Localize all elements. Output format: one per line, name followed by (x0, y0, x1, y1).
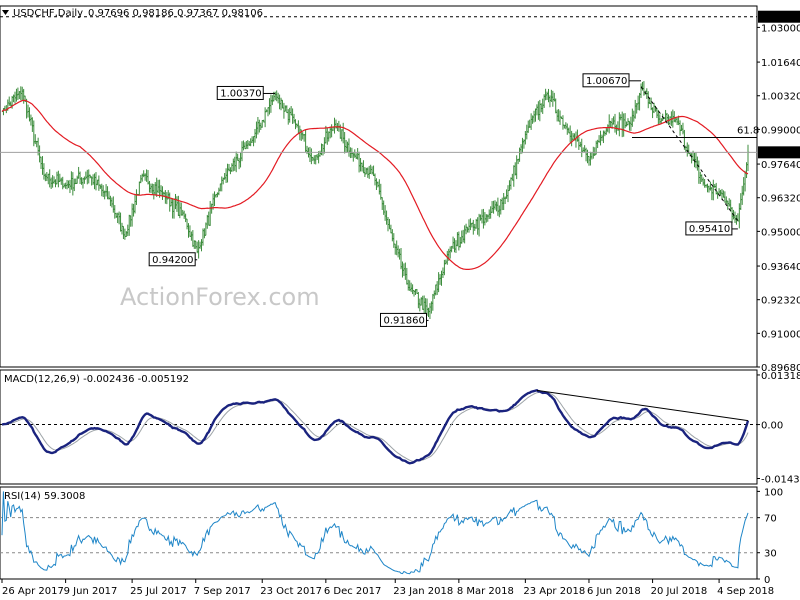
date-axis-label: 8 Mar 2018 (457, 586, 514, 597)
price-axis-label: 0.99000 (761, 125, 800, 136)
rsi-panel-frame (0, 486, 758, 580)
annotation-box (379, 312, 427, 327)
current-price-label: 0.98106 (762, 148, 800, 159)
price-axis-label: 0.96320 (761, 194, 800, 205)
fib-level-label: 61.8 (737, 126, 759, 137)
annotation-label: 0.94200 (152, 255, 193, 266)
date-axis-label: 26 Apr 2017 (2, 586, 64, 597)
rsi-axis-label: 70 (764, 514, 777, 525)
rsi-title: RSI(14) 59.3008 (4, 491, 85, 502)
rsi-axis-label: 0 (764, 575, 770, 586)
annotation-box (216, 85, 264, 100)
axis-layer: 1.03420 0.98106 1.03000 1.01640 1.00320 0.990… (1, 10, 800, 597)
rsi-layer (0, 491, 757, 575)
rsi-axis-label: 30 (764, 549, 777, 560)
price-axis-label: 1.03000 (761, 23, 800, 34)
price-axis-label: 0.92320 (761, 296, 800, 307)
date-axis-label: 23 Oct 2017 (260, 586, 322, 597)
date-axis-label: 4 Sep 2018 (717, 586, 774, 597)
macd-panel-frame (0, 369, 758, 485)
price-layer: 61.8 1.00370 0.94200 0.91860 1.00670 0.95410 (0, 16, 759, 327)
date-axis-label: 25 Jul 2017 (130, 586, 187, 597)
date-axis-label: 6 Dec 2017 (324, 586, 382, 597)
macd-axis-label: -0.014339 (761, 475, 800, 486)
price-axis-label: 0.93640 (761, 262, 800, 273)
macd-axis-label: 0.00 (761, 421, 783, 432)
macd-line (1, 389, 750, 465)
price-axis-label: 1.00320 (761, 92, 800, 103)
macd-title: MACD(12,26,9) -0.002436 -0.005192 (4, 374, 189, 385)
ohlc-values: 0.97696 0.98186 0.97367 0.98106 (88, 8, 263, 19)
watermark: ActionForex.com (120, 283, 320, 311)
date-axis-label: 9 Jun 2017 (64, 586, 118, 597)
dropdown-triangle-icon[interactable] (2, 10, 9, 15)
annotation-box (685, 221, 733, 236)
date-axis-label: 20 Jul 2018 (651, 586, 708, 597)
rsi-axis-label: 100 (764, 487, 783, 498)
macd-axis-label: 0.013184 (761, 371, 800, 382)
annotation-box (148, 252, 196, 267)
annotation-label: 0.95410 (689, 224, 730, 235)
level-tag-label: 1.03420 (762, 13, 800, 24)
price-axis-label: 0.97640 (761, 160, 800, 171)
date-axis-label: 23 Jan 2018 (393, 586, 453, 597)
macd-layer (0, 389, 757, 465)
price-axis-label: 0.95000 (761, 227, 800, 238)
annotation-box (582, 73, 630, 88)
symbol-title: USDCHF,Daily (13, 8, 83, 19)
rsi-line (1, 491, 749, 575)
moving-average-line (1, 99, 749, 270)
annotation-label: 1.00370 (220, 88, 261, 99)
date-axis-label: 23 Apr 2018 (523, 586, 585, 597)
annotation-label: 0.91860 (383, 315, 424, 326)
price-axis-label: 0.91000 (761, 329, 800, 340)
date-axis-label: 6 Jun 2018 (587, 586, 641, 597)
macd-trendline (536, 389, 749, 422)
level-tag (758, 10, 800, 23)
price-axis-label: 1.01640 (761, 58, 800, 69)
annotation-label: 1.00670 (586, 76, 627, 87)
current-price-tag (758, 146, 800, 159)
date-axis-label: 7 Sep 2017 (194, 586, 251, 597)
price-axis-label: 0.89680 (761, 363, 800, 374)
price-panel-frame (0, 5, 758, 368)
